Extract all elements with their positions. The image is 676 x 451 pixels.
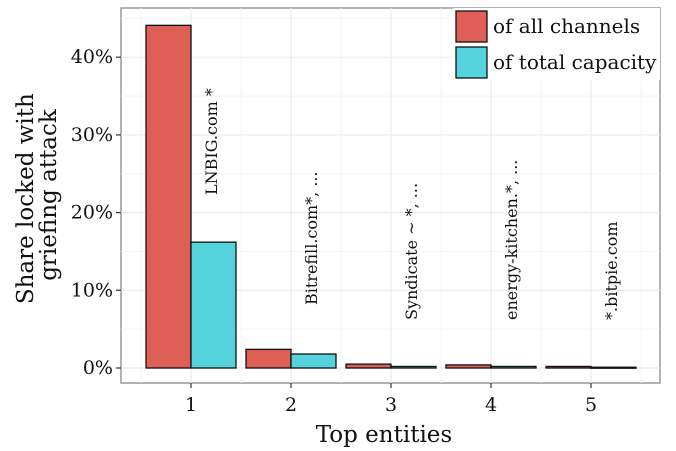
bar-all-channels-4 [445,364,492,369]
legend-label-2: of total capacity [493,50,657,74]
y-axis-title: Share locked with griefing attack [13,86,62,304]
y-tick-label: 30% [71,124,113,146]
annotation-entity-2: Bitrefill.com*, ... [302,171,321,305]
bar-total-capacity-2 [290,353,337,369]
y-tick-label: 20% [71,202,113,224]
y-tick-label: 0% [83,357,113,379]
bar-all-channels-1 [145,24,192,369]
bar-total-capacity-5 [590,366,637,369]
legend: of all channels of total capacity [453,8,660,80]
x-axis: 1 2 3 4 5 [185,383,597,416]
y-tick-label: 10% [71,279,113,301]
bar-all-channels-5 [545,365,592,369]
bar-all-channels-3 [345,363,392,369]
x-tick-label: 5 [585,394,597,416]
annotation-entity-3: Syndicate ~ *, ... [402,183,421,320]
y-tick-label: 40% [71,46,113,68]
x-tick-label: 1 [185,394,197,416]
x-tick-label: 3 [385,394,397,416]
y-axis-title-line-2: griefing attack [36,108,62,281]
bar-total-capacity-4 [490,365,537,369]
annotation-entity-4: energy-kitchen.*, ... [502,160,521,320]
x-axis-title: Top entities [316,422,452,448]
bar-total-capacity-1 [190,241,237,369]
bars [145,24,637,369]
bar-total-capacity-3 [390,365,437,369]
bar-all-channels-2 [245,348,292,369]
annotation-entity-1: LNBIG.com * [202,88,221,195]
y-axis-title-line-1: Share locked with [13,93,39,304]
legend-key-2 [455,46,488,79]
legend-label-1: of all channels [493,14,640,38]
y-axis: 0% 10% 20% 30% 40% [71,46,121,379]
x-tick-label: 2 [285,394,297,416]
legend-key-1 [455,10,488,43]
annotation-entity-5: *.bitpie.com [602,221,621,320]
x-tick-label: 4 [485,394,497,416]
bar-annotations: LNBIG.com * Bitrefill.com*, ... Syndicate … [202,88,621,320]
